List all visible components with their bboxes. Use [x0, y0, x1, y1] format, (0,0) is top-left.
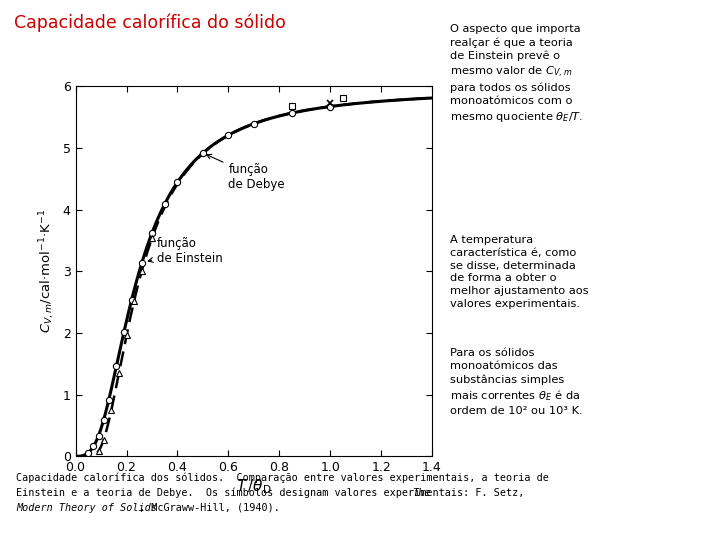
- Text: função
de Einstein: função de Einstein: [148, 238, 222, 266]
- Text: função
de Debye: função de Debye: [207, 154, 285, 192]
- Text: Modern Theory of Solids: Modern Theory of Solids: [16, 503, 157, 513]
- X-axis label: $T\,/\theta_{\rm D}$: $T\,/\theta_{\rm D}$: [236, 477, 271, 496]
- Text: , McGraww-Hill, (1940).: , McGraww-Hill, (1940).: [139, 503, 280, 513]
- Text: Capacidade calorífica do sólido: Capacidade calorífica do sólido: [14, 14, 287, 32]
- Text: O aspecto que importa
realçar é que a teoria
de Einstein prevê o
mesmo valor de : O aspecto que importa realçar é que a te…: [450, 24, 583, 124]
- Text: A temperatura
característica é, como
se disse, determinada
de forma a obter o
me: A temperatura característica é, como se …: [450, 235, 589, 309]
- Text: Para os sólidos
monoatómicos das
substâncias simples
mais correntes $\theta_E$ é: Para os sólidos monoatómicos das substân…: [450, 348, 582, 416]
- Y-axis label: $C_{V,m}$/cal·mol$^{-1}$·K$^{-1}$: $C_{V,m}$/cal·mol$^{-1}$·K$^{-1}$: [37, 210, 57, 333]
- Text: The: The: [413, 488, 431, 498]
- Text: Capacidade calorífica dos sólidos.  Comparação entre valores experimentais, a te: Capacidade calorífica dos sólidos. Compa…: [16, 472, 549, 483]
- Text: Einstein e a teoria de Debye.  Os símbolos designam valores experimentais: F. Se: Einstein e a teoria de Debye. Os símbolo…: [16, 488, 531, 498]
